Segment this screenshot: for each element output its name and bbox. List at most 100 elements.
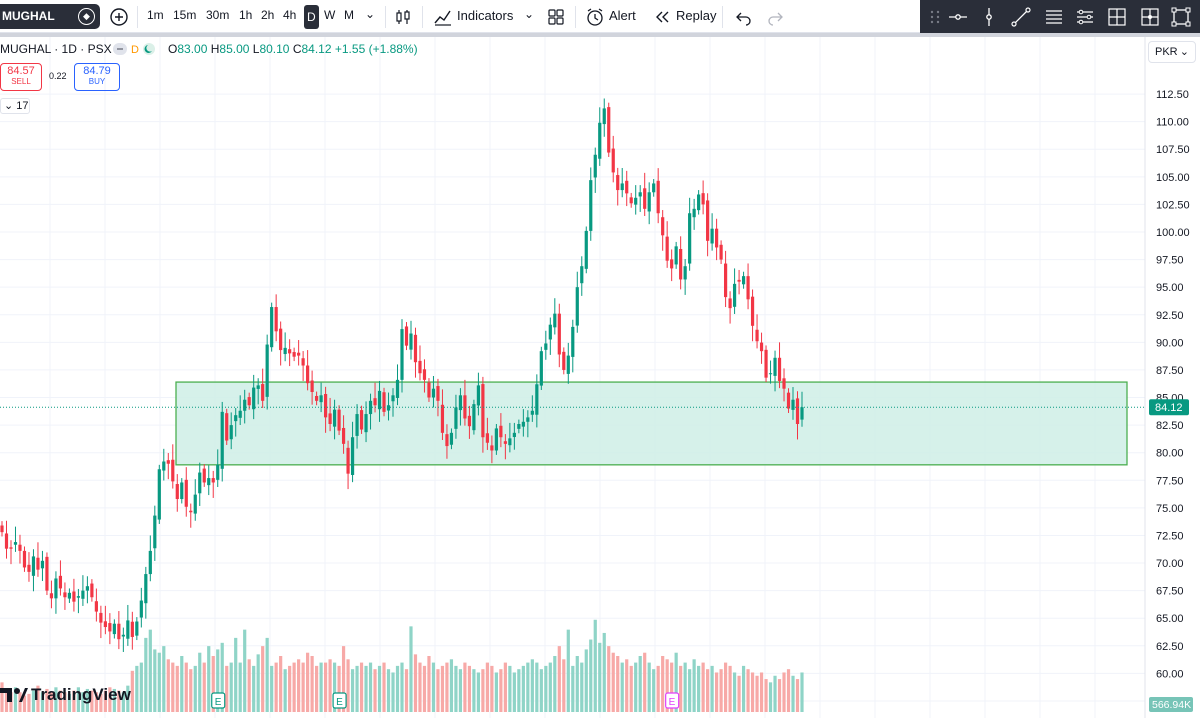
candle-body (395, 379, 400, 398)
candle-body (377, 390, 382, 410)
volume-bar (261, 646, 265, 712)
candle-body (701, 193, 705, 205)
candle-body (332, 409, 337, 427)
vertical-line-icon[interactable] (978, 6, 1000, 28)
candle-body (72, 591, 76, 602)
volume-bar (566, 629, 570, 712)
candle-body (548, 324, 552, 340)
replay-icon[interactable] (652, 6, 674, 28)
candle-body (458, 395, 463, 411)
currency-select[interactable]: PKR ⌄ (1148, 41, 1196, 63)
interval-m[interactable]: M (344, 8, 354, 22)
redo-icon[interactable] (764, 6, 786, 28)
candle-body (512, 432, 516, 438)
volume-bar (467, 665, 472, 712)
candle-body (18, 544, 22, 551)
candle-body (13, 542, 18, 545)
candle-body (76, 596, 81, 598)
tradingview-logo[interactable]: TradingView (0, 683, 131, 707)
alert-button[interactable]: Alert (609, 8, 636, 23)
candle-body (225, 413, 229, 441)
volume-bar (112, 688, 116, 712)
volume-bar (377, 665, 382, 712)
volume-bar (741, 665, 746, 712)
candle-body (288, 349, 292, 354)
indicators-button[interactable]: Indicators (457, 8, 514, 23)
buy-button[interactable]: 84.79 BUY (74, 63, 120, 91)
indicators-icon[interactable] (432, 6, 454, 28)
volume-bar (683, 662, 687, 712)
candle-body (584, 230, 588, 269)
chevron-down-icon[interactable]: ⌄ (524, 7, 535, 21)
candle-body (27, 564, 31, 572)
volume-bar (697, 665, 701, 712)
candle-body (777, 357, 782, 381)
candle-style-icon[interactable] (392, 6, 414, 28)
replay-button[interactable]: Replay (676, 8, 717, 23)
interval-15m[interactable]: 15m (173, 8, 197, 22)
interval-4h[interactable]: 4h (283, 8, 297, 22)
candle-body (45, 556, 49, 591)
candle-body (193, 494, 197, 514)
symbol-search-button[interactable]: MUGHAL ◆ (0, 4, 100, 29)
volume-bar (72, 690, 76, 712)
candle-body (530, 410, 534, 415)
interval-30m[interactable]: 30m (206, 8, 230, 22)
diamond-icon[interactable]: ◆ (78, 8, 95, 25)
candle-body (252, 387, 256, 410)
candle-body (292, 352, 296, 357)
add-symbol-icon[interactable] (108, 6, 130, 28)
candle-body (759, 342, 764, 352)
candle-body (517, 424, 521, 429)
volume-indicator-chip[interactable]: ⌄ 17 (0, 98, 30, 114)
candle-body (508, 438, 512, 446)
chevron-down-icon[interactable]: ⌄ (365, 7, 376, 21)
candle-body (575, 287, 579, 326)
trend-line-icon[interactable] (1010, 6, 1032, 28)
volume-bar (180, 656, 184, 712)
undo-icon[interactable] (733, 6, 755, 28)
candle-body (674, 246, 678, 265)
volume-bar (162, 646, 166, 712)
sell-price: 84.57 (7, 65, 35, 77)
volume-bar (103, 690, 107, 712)
candle-body (602, 108, 606, 125)
price-chart[interactable]: 112.50 110.00 107.50 105.00 102.50 100.00 97.5… (0, 37, 1200, 718)
candle-body (490, 445, 494, 451)
symbol-title[interactable]: MUGHAL · 1D · PSX (0, 42, 112, 56)
drag-handle-icon[interactable] (924, 6, 946, 28)
volume-bar (800, 672, 804, 712)
candle-body (679, 248, 683, 280)
candle-body (481, 384, 485, 438)
candle-body (710, 228, 714, 244)
pitchfork-icon[interactable] (1106, 6, 1128, 28)
axis-tick-label: 70.00 (1156, 558, 1184, 570)
horizontal-line-icon[interactable] (947, 6, 969, 28)
rectangle-icon[interactable] (1170, 6, 1192, 28)
candle-body (315, 395, 319, 401)
volume-bar (211, 656, 215, 712)
grid-layout-icon[interactable] (1139, 6, 1161, 28)
axis-tick-label: 110.00 (1156, 117, 1189, 129)
volume-bar (706, 669, 710, 712)
interval-d[interactable]: D (304, 5, 319, 29)
volume-bar (773, 675, 777, 712)
layout-grid-icon[interactable] (545, 6, 567, 28)
volume-bar (553, 656, 557, 712)
volume-bar (337, 665, 341, 712)
parallel-channel-icon[interactable] (1074, 6, 1096, 28)
interval-1m[interactable]: 1m (147, 8, 164, 22)
volume-bar (755, 675, 759, 712)
candle-body (418, 360, 422, 374)
alert-clock-icon[interactable] (584, 6, 606, 28)
interval-2h[interactable]: 2h (261, 8, 275, 22)
candle-body (346, 447, 350, 474)
volume-bar (440, 665, 445, 712)
interval-w[interactable]: W (324, 8, 336, 22)
interval-1h[interactable]: 1h (239, 8, 253, 22)
volume-bar (723, 662, 728, 712)
volume-bar (364, 665, 368, 712)
sell-button[interactable]: 84.57 SELL (0, 63, 42, 91)
market-status-icons: D (113, 42, 163, 56)
fib-retracement-icon[interactable] (1043, 6, 1065, 28)
